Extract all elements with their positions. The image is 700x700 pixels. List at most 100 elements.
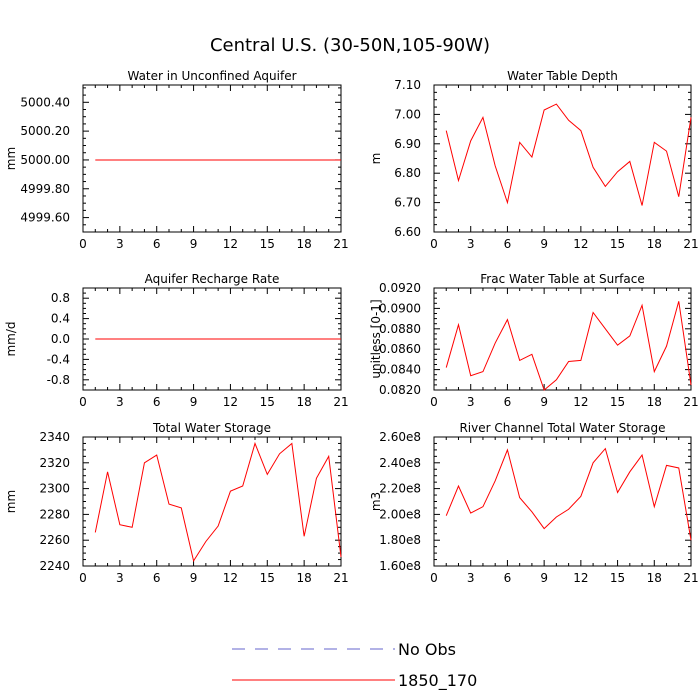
x-tick-label: 18 bbox=[297, 571, 312, 585]
y-tick-label: 2280 bbox=[39, 507, 70, 521]
x-tick-label: 12 bbox=[223, 237, 238, 251]
y-axis-label: unitless [0-1] bbox=[369, 299, 383, 378]
y-tick-label: 0.0840 bbox=[379, 363, 421, 377]
x-tick-label: 15 bbox=[610, 237, 625, 251]
x-tick-label: 6 bbox=[504, 237, 512, 251]
x-tick-label: 9 bbox=[540, 237, 548, 251]
x-tick-label: 15 bbox=[260, 237, 275, 251]
x-tick-label: 12 bbox=[573, 395, 588, 409]
plot-frame bbox=[82, 84, 342, 233]
x-tick-label: 15 bbox=[610, 571, 625, 585]
x-tick-label: 6 bbox=[153, 571, 161, 585]
y-tick-label: 2.60e8 bbox=[379, 430, 421, 444]
y-tick-label: 1.60e8 bbox=[379, 559, 421, 573]
plot-frame bbox=[433, 84, 692, 233]
y-tick-label: 5000.00 bbox=[20, 153, 70, 167]
chart-panel-3: Frac Water Table at Surface 0 3 6 9 12 15 18 21 0… bbox=[369, 272, 699, 409]
x-tick-label: 18 bbox=[297, 395, 312, 409]
y-tick-label: 5000.40 bbox=[20, 95, 70, 109]
x-tick-label: 21 bbox=[683, 571, 698, 585]
y-tick-label: 0.0820 bbox=[379, 383, 421, 397]
x-tick-label: 6 bbox=[504, 395, 512, 409]
x-tick-label: 18 bbox=[647, 237, 662, 251]
series-line-1850_170 bbox=[445, 447, 692, 541]
x-tick-label: 12 bbox=[573, 237, 588, 251]
x-tick-label: 3 bbox=[467, 571, 475, 585]
panel-title: Total Water Storage bbox=[152, 421, 271, 435]
x-tick-label: 0 bbox=[430, 395, 438, 409]
x-tick-label: 3 bbox=[116, 237, 124, 251]
figure-title: Central U.S. (30-50N,105-90W) bbox=[210, 35, 490, 56]
y-axis-label: m3 bbox=[369, 492, 383, 511]
chart-panel-0: Water in Unconfined Aquifer 0 3 6 9 12 15 18 21 4… bbox=[4, 69, 349, 251]
x-tick-label: 6 bbox=[504, 571, 512, 585]
chart-panel-4: Total Water Storage 0 3 6 9 12 15 18 21 2240 2260 2… bbox=[4, 421, 349, 585]
y-tick-label: 6.90 bbox=[394, 137, 421, 151]
y-tick-label: 7.00 bbox=[394, 107, 421, 121]
x-tick-label: 3 bbox=[467, 395, 475, 409]
plot-frame bbox=[433, 436, 692, 567]
panel-title: Water Table Depth bbox=[507, 69, 618, 83]
panels: Water in Unconfined Aquifer 0 3 6 9 12 15 18 21 4… bbox=[4, 69, 699, 585]
y-tick-label: 2300 bbox=[39, 482, 70, 496]
x-tick-label: 12 bbox=[223, 395, 238, 409]
x-tick-label: 9 bbox=[190, 571, 198, 585]
x-tick-label: 9 bbox=[190, 237, 198, 251]
y-tick-label: 2260 bbox=[39, 533, 70, 547]
y-tick-label: 6.80 bbox=[394, 166, 421, 180]
x-tick-label: 6 bbox=[153, 237, 161, 251]
y-tick-label: 0.0860 bbox=[379, 342, 421, 356]
series-line-1850_170 bbox=[445, 301, 692, 391]
panel-title: Water in Unconfined Aquifer bbox=[127, 69, 296, 83]
x-tick-label: 0 bbox=[79, 395, 87, 409]
x-tick-label: 0 bbox=[79, 571, 87, 585]
y-axis-label: mm bbox=[4, 147, 18, 170]
plot-frame bbox=[82, 436, 342, 567]
panel-title: Aquifer Recharge Rate bbox=[145, 272, 280, 286]
x-tick-label: 21 bbox=[333, 237, 348, 251]
x-tick-label: 18 bbox=[297, 237, 312, 251]
x-tick-label: 21 bbox=[333, 395, 348, 409]
y-tick-label: 6.70 bbox=[394, 196, 421, 210]
chart-panel-1: Water Table Depth 0 3 6 9 12 15 18 21 6.60 6.70 6.8… bbox=[369, 69, 699, 251]
x-tick-label: 15 bbox=[260, 395, 275, 409]
y-tick-label: 0.0880 bbox=[379, 322, 421, 336]
x-tick-label: 12 bbox=[573, 571, 588, 585]
y-axis-label: m bbox=[369, 153, 383, 165]
y-axis-label: mm/d bbox=[4, 321, 18, 356]
y-tick-label: -0.8 bbox=[47, 373, 70, 387]
panel-title: Frac Water Table at Surface bbox=[480, 272, 644, 286]
y-tick-label: 0.0920 bbox=[379, 281, 421, 295]
x-tick-label: 6 bbox=[153, 395, 161, 409]
legend-no-obs-label: No Obs bbox=[398, 640, 456, 659]
y-tick-label: 2320 bbox=[39, 456, 70, 470]
x-tick-label: 21 bbox=[333, 571, 348, 585]
x-tick-label: 9 bbox=[190, 395, 198, 409]
y-tick-label: 0.8 bbox=[51, 291, 70, 305]
y-tick-label: 2.40e8 bbox=[379, 456, 421, 470]
y-tick-label: 1.80e8 bbox=[379, 533, 421, 547]
y-tick-label: 5000.20 bbox=[20, 124, 70, 138]
x-tick-label: 9 bbox=[540, 571, 548, 585]
y-tick-label: 2.00e8 bbox=[379, 507, 421, 521]
x-tick-label: 9 bbox=[540, 395, 548, 409]
x-tick-label: 21 bbox=[683, 237, 698, 251]
x-tick-label: 15 bbox=[260, 571, 275, 585]
y-tick-label: 2240 bbox=[39, 559, 70, 573]
y-tick-label: 0.0900 bbox=[379, 301, 421, 315]
y-tick-label: 2.20e8 bbox=[379, 482, 421, 496]
y-tick-label: 2340 bbox=[39, 430, 70, 444]
x-tick-label: 18 bbox=[647, 395, 662, 409]
x-tick-label: 12 bbox=[223, 571, 238, 585]
x-tick-label: 3 bbox=[116, 395, 124, 409]
chart-panel-5: River Channel Total Water Storage 0 3 6 9 12 1… bbox=[369, 421, 699, 585]
x-tick-label: 15 bbox=[610, 395, 625, 409]
legend: No Obs 1850_170 bbox=[232, 640, 477, 691]
x-tick-label: 18 bbox=[647, 571, 662, 585]
y-tick-label: 0.0 bbox=[51, 332, 70, 346]
y-tick-label: 4999.60 bbox=[20, 211, 70, 225]
x-tick-label: 0 bbox=[430, 571, 438, 585]
x-tick-label: 0 bbox=[79, 237, 87, 251]
y-axis-label: mm bbox=[4, 490, 18, 513]
